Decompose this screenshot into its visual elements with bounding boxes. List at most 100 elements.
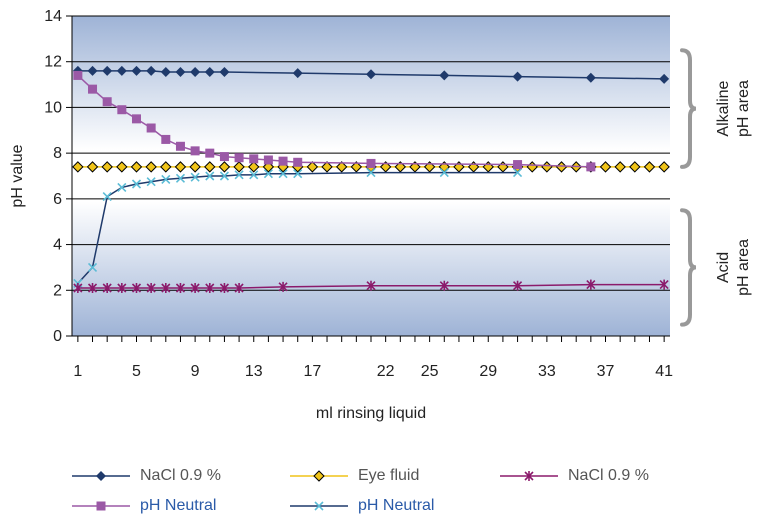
- data-point: [439, 280, 449, 291]
- data-point: [190, 283, 200, 293]
- data-point: [219, 283, 229, 293]
- x-tick-label: 9: [191, 363, 200, 380]
- marker-stroke: [219, 171, 229, 181]
- marker-stroke: [278, 169, 288, 179]
- x-tick-label: 37: [597, 363, 615, 380]
- data-point: [439, 70, 450, 81]
- y-tick-label: 2: [53, 282, 62, 299]
- data-point: [102, 97, 112, 107]
- data-point: [160, 67, 171, 77]
- data-point: [72, 161, 84, 173]
- data-point: [190, 146, 200, 156]
- data-point: [366, 69, 376, 80]
- data-point: [161, 134, 171, 144]
- x-tick-label: 41: [655, 363, 673, 380]
- data-point: [366, 168, 376, 178]
- data-point: [614, 161, 626, 173]
- y-axis-title: pH value: [9, 144, 26, 207]
- data-point: [87, 283, 98, 293]
- data-point: [116, 65, 127, 76]
- marker-stroke: [161, 174, 171, 184]
- data-point: [278, 156, 288, 166]
- data-point: [146, 177, 156, 187]
- series-4: [73, 279, 669, 293]
- data-point: [145, 161, 157, 173]
- data-point: [263, 155, 273, 165]
- y-tick-label: 8: [53, 145, 62, 162]
- data-point: [190, 172, 200, 182]
- y-tick-label: 0: [53, 328, 62, 345]
- data-point: [161, 174, 171, 184]
- data-point: [117, 283, 127, 293]
- data-point: [131, 283, 142, 293]
- data-point: [586, 162, 596, 172]
- marker-stroke: [439, 168, 449, 178]
- marker-stroke: [293, 169, 303, 179]
- region-label-line2: pH area: [735, 80, 752, 137]
- data-point: [278, 281, 288, 292]
- data-point: [131, 65, 142, 76]
- data-point: [117, 182, 127, 192]
- data-point: [586, 279, 596, 290]
- data-point: [439, 168, 449, 178]
- data-point: [204, 161, 216, 173]
- data-point: [513, 280, 523, 291]
- marker-stroke: [366, 168, 376, 178]
- data-point: [585, 72, 596, 83]
- data-point: [88, 84, 98, 94]
- x-tick-label: 1: [73, 363, 82, 380]
- data-point: [234, 153, 244, 163]
- data-point: [205, 171, 215, 181]
- marker-stroke: [87, 262, 98, 272]
- data-point: [513, 160, 523, 170]
- marker-stroke: [513, 168, 523, 178]
- data-point: [219, 171, 229, 181]
- data-point: [219, 67, 230, 77]
- data-point: [161, 283, 171, 293]
- data-point: [659, 73, 670, 84]
- gridlines: [72, 15, 670, 291]
- data-point: [248, 161, 260, 173]
- data-point: [102, 283, 112, 293]
- data-point: [116, 161, 128, 173]
- data-point: [658, 161, 670, 173]
- data-point: [659, 279, 669, 290]
- data-point: [160, 161, 172, 173]
- data-point: [87, 65, 98, 76]
- data-point: [175, 141, 185, 151]
- marker-stroke: [117, 182, 127, 192]
- data-point: [87, 262, 98, 272]
- data-point: [366, 158, 376, 168]
- data-point: [263, 169, 273, 179]
- data-point: [350, 161, 363, 173]
- series-layer: [72, 65, 670, 293]
- y-tick-label: 14: [44, 8, 62, 25]
- data-point: [174, 161, 187, 173]
- data-point: [249, 154, 259, 164]
- data-point: [130, 161, 143, 173]
- x-tick-label: 29: [479, 363, 497, 380]
- marker-stroke: [102, 192, 112, 202]
- data-point: [204, 67, 215, 77]
- data-point: [249, 170, 259, 180]
- data-point: [86, 161, 99, 173]
- data-point: [306, 161, 319, 173]
- x-tick-label: 33: [538, 363, 556, 380]
- y-tick-label: 6: [53, 191, 62, 208]
- data-point: [512, 71, 523, 82]
- data-point: [366, 280, 376, 291]
- marker-stroke: [175, 173, 186, 183]
- x-tick-label: 17: [303, 363, 321, 380]
- marker-stroke: [249, 170, 259, 180]
- data-point: [131, 114, 141, 124]
- data-point: [293, 169, 303, 179]
- data-point: [175, 67, 186, 77]
- x-tick-label: 5: [132, 363, 141, 380]
- data-point: [234, 283, 244, 293]
- data-point: [102, 65, 113, 76]
- data-point: [190, 67, 201, 77]
- data-point: [102, 192, 112, 202]
- y-tick-label: 10: [44, 99, 62, 116]
- data-point: [218, 161, 231, 173]
